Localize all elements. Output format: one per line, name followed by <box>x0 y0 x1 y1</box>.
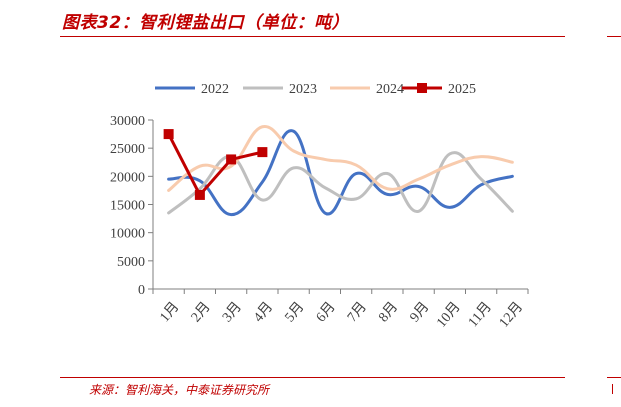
x-tick-label: 4月 <box>250 299 276 325</box>
x-tick-label: 11月 <box>465 299 495 330</box>
x-tick-label: 2月 <box>188 299 214 325</box>
series-layer <box>163 125 514 217</box>
series-line-2022 <box>167 129 514 217</box>
legend-marker-2025 <box>417 83 427 93</box>
series-line-2024 <box>167 125 514 192</box>
y-tick-label: 20000 <box>110 170 145 185</box>
title-rule-right <box>607 36 621 37</box>
x-tick-label: 3月 <box>219 299 245 325</box>
y-tick-label: 10000 <box>110 227 145 242</box>
data-point-2025 <box>194 189 205 200</box>
data-point-2025 <box>226 154 237 165</box>
y-tick-label: 15000 <box>110 199 145 214</box>
legend-label-2024: 2024 <box>376 82 404 97</box>
y-tick-label: 30000 <box>110 114 145 129</box>
adjacent-panel-edge <box>612 384 619 394</box>
x-tick-label: 10月 <box>433 299 463 331</box>
source-rule <box>60 377 565 378</box>
title-rule <box>60 36 565 37</box>
x-tick-label: 7月 <box>344 299 370 325</box>
y-tick-label: 25000 <box>110 142 145 157</box>
source-rule-right <box>607 377 621 378</box>
x-tick-label: 12月 <box>496 299 526 331</box>
x-tick-label: 8月 <box>375 299 401 325</box>
y-tick-label: 5000 <box>117 255 145 270</box>
data-point-2025 <box>163 129 174 140</box>
legend-label-2022: 2022 <box>201 82 229 97</box>
x-tick-label: 5月 <box>282 299 308 325</box>
data-point-2025 <box>257 147 268 158</box>
x-tick-label: 9月 <box>407 299 433 325</box>
series-line-2025 <box>167 132 264 197</box>
legend-label-2023: 2023 <box>289 82 317 97</box>
x-tick-label: 6月 <box>313 299 339 325</box>
legend-label-2025: 2025 <box>448 82 476 97</box>
y-tick-label: 0 <box>138 283 145 298</box>
chart-legend: 2022 2023 2024 2025 <box>155 82 476 97</box>
y-axis: 0 5000 10000 15000 20000 25000 30000 <box>110 114 154 298</box>
x-tick-label: 1月 <box>157 299 183 325</box>
x-axis: 1月 2月 3月 4月 5月 6月 7月 8月 9月 10月 11月 12月 <box>152 288 529 331</box>
source-note: 来源：智利海关，中泰证券研究所 <box>89 383 270 397</box>
chart-title: 图表32：智利锂盐出口（单位：吨） <box>62 13 350 33</box>
